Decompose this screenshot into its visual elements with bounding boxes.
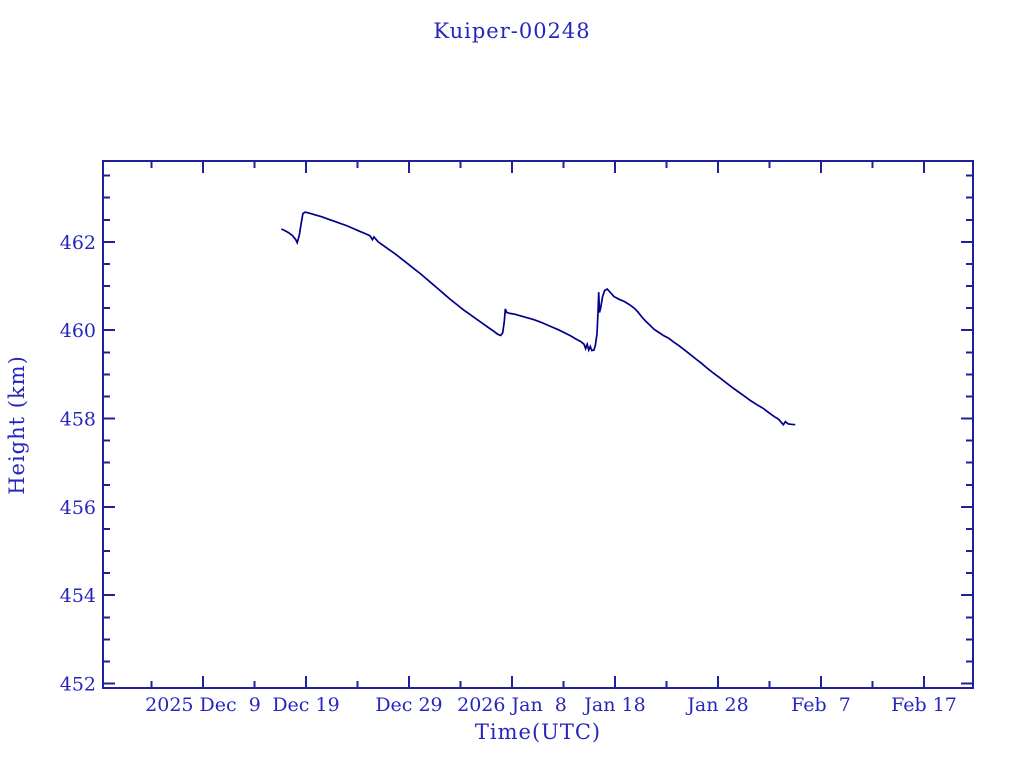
y-tick-label: 458 xyxy=(60,409,96,431)
chart-title: Kuiper-00248 xyxy=(433,19,590,43)
x-tick-label: Dec 29 xyxy=(375,694,442,716)
y-tick-label: 456 xyxy=(60,497,96,519)
y-tick-label: 454 xyxy=(60,585,96,607)
x-tick-label: Dec 19 xyxy=(272,694,339,716)
axis-ticks xyxy=(103,161,973,688)
x-tick-label: Feb 7 xyxy=(791,694,851,716)
x-tick-label: 2025 Dec 9 xyxy=(145,694,261,716)
y-tick-label: 452 xyxy=(60,674,96,696)
x-tick-label: 2026 Jan 8 xyxy=(457,694,567,716)
plot-border xyxy=(102,160,974,689)
height-curve xyxy=(280,211,796,427)
x-tick-label: Feb 17 xyxy=(891,694,957,716)
data-series xyxy=(280,211,796,427)
axis-tick-labels: 2025 Dec 9 Dec 19 Dec 29 2026 Jan 8 Jan 18 Ja… xyxy=(60,232,957,716)
y-tick-label: 460 xyxy=(60,320,96,342)
x-axis-title: Time(UTC) xyxy=(475,720,601,744)
x-tick-label: Jan 18 xyxy=(582,694,645,716)
x-tick-label: Jan 28 xyxy=(685,694,748,716)
plot-frame xyxy=(102,160,974,689)
y-tick-label: 462 xyxy=(60,232,96,254)
y-axis-title: Height (km) xyxy=(5,355,29,495)
